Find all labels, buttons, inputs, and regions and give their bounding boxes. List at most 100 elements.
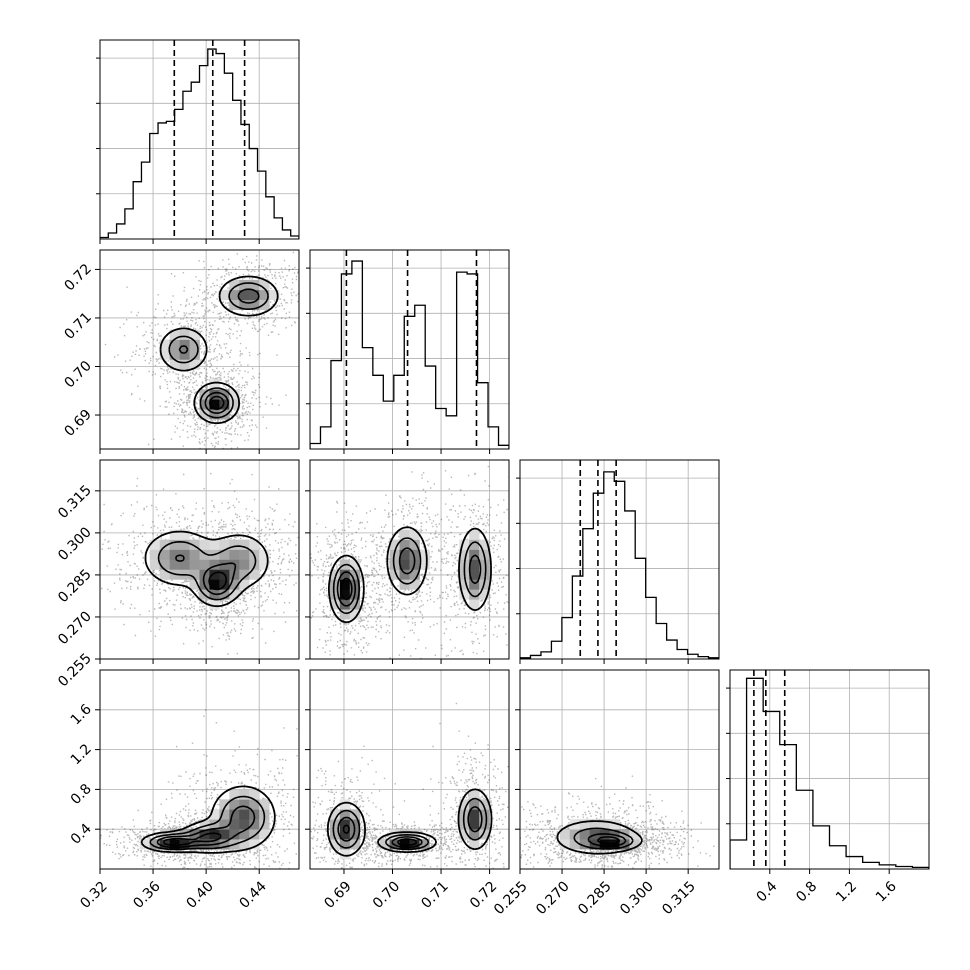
density-cell [469, 589, 480, 600]
density-cell [179, 339, 190, 350]
x-tick-label: 0.270 [533, 878, 573, 918]
density-cell [189, 349, 200, 360]
density-cell [209, 819, 220, 830]
x-tick-label: 0.8 [793, 878, 820, 905]
x-tick-label: 0.4 [753, 878, 780, 905]
density-cell [229, 289, 240, 301]
density-cell [329, 839, 341, 850]
density-panel-p2-p4 [309, 669, 510, 870]
density-cell [479, 539, 490, 550]
density-cell [349, 569, 361, 580]
density-cell [469, 529, 480, 540]
density-cell [219, 399, 230, 410]
x-tick-label: 0.40 [184, 878, 217, 911]
density-cell [259, 829, 270, 840]
density-cell [159, 549, 170, 560]
scatter-points [310, 702, 509, 869]
density-cell [189, 559, 200, 570]
density-cell [329, 809, 341, 820]
x-tick-label: 0.285 [575, 878, 615, 918]
density-cell [469, 839, 480, 850]
density-cell [149, 559, 160, 570]
panel-frame [309, 669, 510, 870]
density-cell [419, 559, 430, 570]
x-tick-label: 0.32 [77, 878, 110, 911]
density-cell [479, 829, 490, 840]
x-tick-label: 0.300 [617, 878, 657, 918]
density-cell [469, 819, 480, 830]
density-cell [239, 559, 250, 570]
density-cell [459, 799, 470, 810]
y-tick-label: 0.270 [55, 608, 95, 648]
panel-frame [309, 249, 510, 450]
contour-level-3 [156, 805, 256, 849]
density-cell [249, 839, 260, 850]
density-cell [229, 399, 240, 410]
density-cell [249, 289, 260, 301]
density-cell [169, 539, 180, 550]
contour-level-2 [332, 797, 488, 851]
contour-level-4 [340, 577, 353, 601]
x-tick-label: 0.71 [418, 878, 451, 911]
density-cell [179, 329, 190, 340]
density-cell [249, 819, 260, 830]
histogram-panel-p3 [516, 459, 720, 660]
density-cell [459, 539, 470, 550]
density-cell [139, 839, 151, 850]
density-cell [249, 799, 260, 810]
density-cell [249, 789, 260, 800]
density-cell [239, 289, 250, 301]
density-cell [339, 589, 351, 600]
density-cell [239, 279, 250, 291]
density-panel-p1-p3 [99, 459, 300, 660]
density-cell [189, 569, 200, 580]
density-cell [479, 819, 490, 830]
density-cell [159, 829, 170, 840]
y-tick-label: 0.300 [55, 524, 95, 564]
y-tick-label: 0.8 [68, 781, 95, 808]
density-cell [189, 579, 200, 590]
density-cell [259, 279, 270, 291]
density-cell [469, 799, 480, 810]
density-cell [159, 539, 170, 550]
density-cell [209, 379, 220, 390]
y-tick-label: 0.4 [68, 821, 95, 848]
y-tick-label: 0.315 [55, 482, 95, 522]
density-cell [169, 529, 180, 540]
contour-level-2 [157, 541, 257, 601]
density-cell [409, 539, 420, 550]
density-cell [179, 559, 190, 570]
density-cell [219, 839, 230, 850]
contour-level-1 [140, 785, 276, 854]
contour-level-4 [208, 571, 228, 591]
density-cell [179, 349, 190, 360]
density-cell [559, 839, 571, 850]
density-cell [219, 819, 230, 830]
density-cell [189, 339, 200, 350]
panel-frame [99, 249, 300, 450]
contour-level-3 [336, 547, 482, 607]
density-cell [349, 559, 361, 570]
density-cell [199, 839, 210, 850]
density-cell [219, 409, 230, 420]
density-cell [229, 389, 240, 400]
panel-frame [99, 459, 300, 660]
density-cell [469, 829, 480, 840]
density-cell [469, 579, 480, 590]
density-cell [219, 589, 230, 600]
density-cell [239, 569, 250, 580]
density-cell [459, 549, 470, 560]
contour-level-2 [149, 795, 266, 851]
histogram-panel-p1 [96, 39, 300, 240]
density-cell [409, 829, 420, 840]
density-cell [579, 829, 590, 840]
density-cell [339, 819, 351, 830]
y-tick-label: 0.69 [61, 407, 94, 440]
x-tick-label: 0.70 [370, 878, 403, 911]
density-cell [579, 839, 590, 850]
y-tick-label: 1.6 [68, 701, 95, 728]
density-cell [209, 599, 220, 610]
density-cell [229, 279, 240, 291]
panel-frame [99, 39, 300, 240]
density-cell [469, 809, 480, 820]
